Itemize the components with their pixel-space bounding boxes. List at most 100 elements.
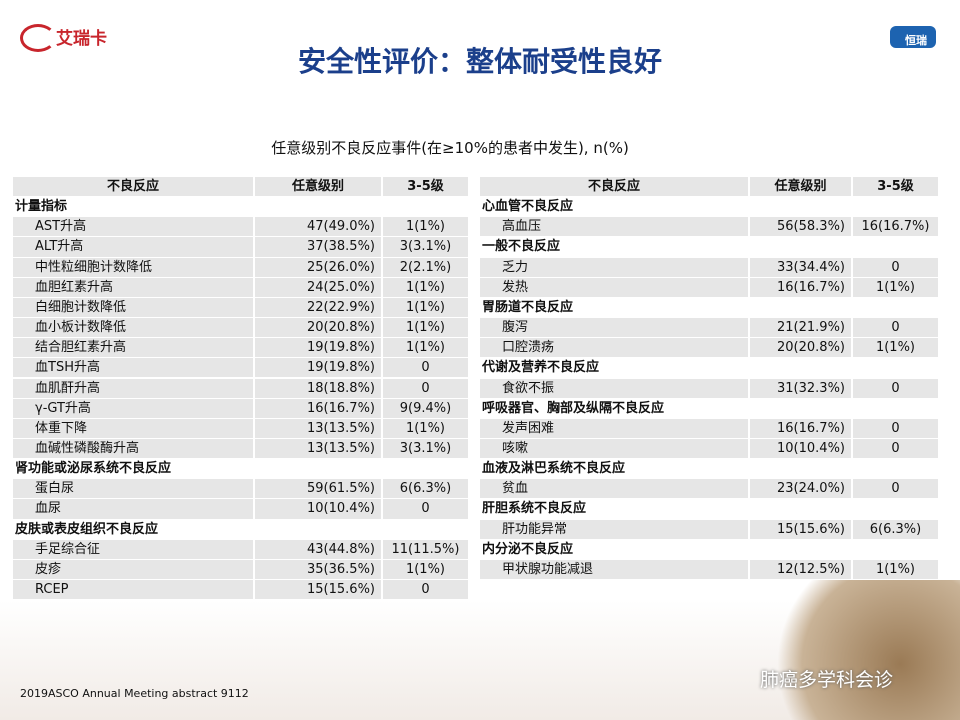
row-label: 体重下降	[13, 418, 255, 439]
grade-3-5: 0	[383, 358, 470, 379]
row-label: 甲状腺功能减退	[480, 559, 750, 580]
any-grade: 23(24.0%)	[750, 479, 853, 500]
grade-3-5: 1(1%)	[383, 559, 470, 580]
table-header: 不良反应	[480, 177, 750, 198]
any-grade: 19(19.8%)	[255, 338, 383, 359]
any-grade: 31(32.3%)	[750, 378, 853, 399]
group-row: 皮肤或表皮组织不良反应	[13, 519, 470, 540]
table-header: 3-5级	[383, 177, 470, 198]
any-grade: 10(10.4%)	[255, 499, 383, 520]
any-grade: 25(26.0%)	[255, 257, 383, 278]
any-grade: 10(10.4%)	[750, 438, 853, 460]
any-grade: 16(16.7%)	[255, 398, 383, 419]
grade-3-5: 0	[853, 438, 940, 460]
row-label: 咳嗽	[480, 438, 750, 460]
grade-3-5: 1(1%)	[383, 338, 470, 359]
grade-3-5: 1(1%)	[383, 418, 470, 439]
grade-3-5: 1(1%)	[383, 318, 470, 339]
grade-3-5: 3(3.1%)	[383, 438, 470, 460]
row-label: 高血压	[480, 217, 750, 238]
grade-3-5: 6(6.3%)	[853, 519, 940, 540]
decor-image	[760, 580, 960, 720]
row-label: 中性粒细胞计数降低	[13, 257, 255, 278]
title: 安全性评价：整体耐受性良好	[297, 45, 662, 78]
row-label: 血小板计数降低	[13, 318, 255, 339]
subtitle: 任意级别不良反应事件(在≥10%的患者中发生), n(%)	[271, 139, 629, 157]
row-label: AST升高	[13, 217, 255, 238]
group-row: 胃肠道不良反应	[480, 297, 940, 319]
grade-3-5: 0	[383, 499, 470, 520]
table-header: 3-5级	[853, 177, 940, 198]
grade-3-5: 0	[853, 257, 940, 278]
any-grade: 56(58.3%)	[750, 217, 853, 238]
any-grade: 35(36.5%)	[255, 559, 383, 580]
any-grade: 21(21.9%)	[750, 318, 853, 339]
row-label: 血碱性磷酸酶升高	[13, 438, 255, 460]
grade-3-5: 11(11.5%)	[383, 539, 470, 560]
row-label: 乏力	[480, 257, 750, 278]
any-grade: 16(16.7%)	[750, 418, 853, 439]
grade-3-5: 0	[383, 378, 470, 399]
group-row: 内分泌不良反应	[480, 539, 940, 560]
row-label: 口腔溃疡	[480, 338, 750, 359]
grade-3-5: 2(2.1%)	[383, 257, 470, 278]
watermark: 肺癌多学科会诊	[760, 669, 894, 691]
any-grade: 33(34.4%)	[750, 257, 853, 278]
row-label: γ-GT升高	[13, 398, 255, 419]
row-label: ALT升高	[13, 237, 255, 258]
row-label: 血尿	[13, 499, 255, 520]
logo-icon	[20, 24, 56, 52]
group-row: 呼吸器官、胸部及纵隔不良反应	[480, 398, 940, 419]
grade-3-5: 3(3.1%)	[383, 237, 470, 258]
row-label: 食欲不振	[480, 378, 750, 399]
source: 2019ASCO Annual Meeting abstract 9112	[20, 687, 249, 700]
row-label: 贫血	[480, 479, 750, 500]
row-label: 白细胞计数降低	[13, 297, 255, 319]
any-grade: 13(13.5%)	[255, 418, 383, 439]
row-label: 发声困难	[480, 418, 750, 439]
group-row: 肾功能或泌尿系统不良反应	[13, 459, 470, 480]
grade-3-5: 9(9.4%)	[383, 398, 470, 419]
grade-3-5: 0	[383, 580, 470, 601]
logo-right: 恒瑞	[905, 34, 927, 47]
table-header: 任意级别	[750, 177, 853, 198]
row-label: 肝功能异常	[480, 519, 750, 540]
row-label: 皮疹	[13, 559, 255, 580]
any-grade: 12(12.5%)	[750, 559, 853, 580]
grade-3-5: 0	[853, 318, 940, 339]
any-grade: 15(15.6%)	[750, 519, 853, 540]
grade-3-5: 0	[853, 378, 940, 399]
row-label: 蛋白尿	[13, 479, 255, 500]
grade-3-5: 6(6.3%)	[383, 479, 470, 500]
grade-3-5: 1(1%)	[383, 277, 470, 298]
grade-3-5: 1(1%)	[853, 277, 940, 298]
group-row: 肝胆系统不良反应	[480, 499, 940, 520]
logo-left: 艾瑞卡	[56, 29, 107, 49]
grade-3-5: 1(1%)	[853, 338, 940, 359]
any-grade: 22(22.9%)	[255, 297, 383, 319]
any-grade: 20(20.8%)	[255, 318, 383, 339]
row-label: RCEP	[13, 580, 255, 601]
table-header: 任意级别	[255, 177, 383, 198]
any-grade: 19(19.8%)	[255, 358, 383, 379]
grade-3-5: 16(16.7%)	[853, 217, 940, 238]
grade-3-5: 0	[853, 479, 940, 500]
any-grade: 47(49.0%)	[255, 217, 383, 238]
row-label: 发热	[480, 277, 750, 298]
grade-3-5: 1(1%)	[853, 559, 940, 580]
any-grade: 15(15.6%)	[255, 580, 383, 601]
group-row: 血液及淋巴系统不良反应	[480, 459, 940, 480]
grade-3-5: 1(1%)	[383, 297, 470, 319]
group-row: 心血管不良反应	[480, 197, 940, 218]
group-row: 代谢及营养不良反应	[480, 358, 940, 379]
row-label: 血肌酐升高	[13, 378, 255, 399]
grade-3-5: 0	[853, 418, 940, 439]
group-row: 计量指标	[13, 197, 470, 218]
row-label: 手足综合征	[13, 539, 255, 560]
table-header: 不良反应	[13, 177, 255, 198]
any-grade: 37(38.5%)	[255, 237, 383, 258]
any-grade: 16(16.7%)	[750, 277, 853, 298]
row-label: 血胆红素升高	[13, 277, 255, 298]
row-label: 血TSH升高	[13, 358, 255, 379]
